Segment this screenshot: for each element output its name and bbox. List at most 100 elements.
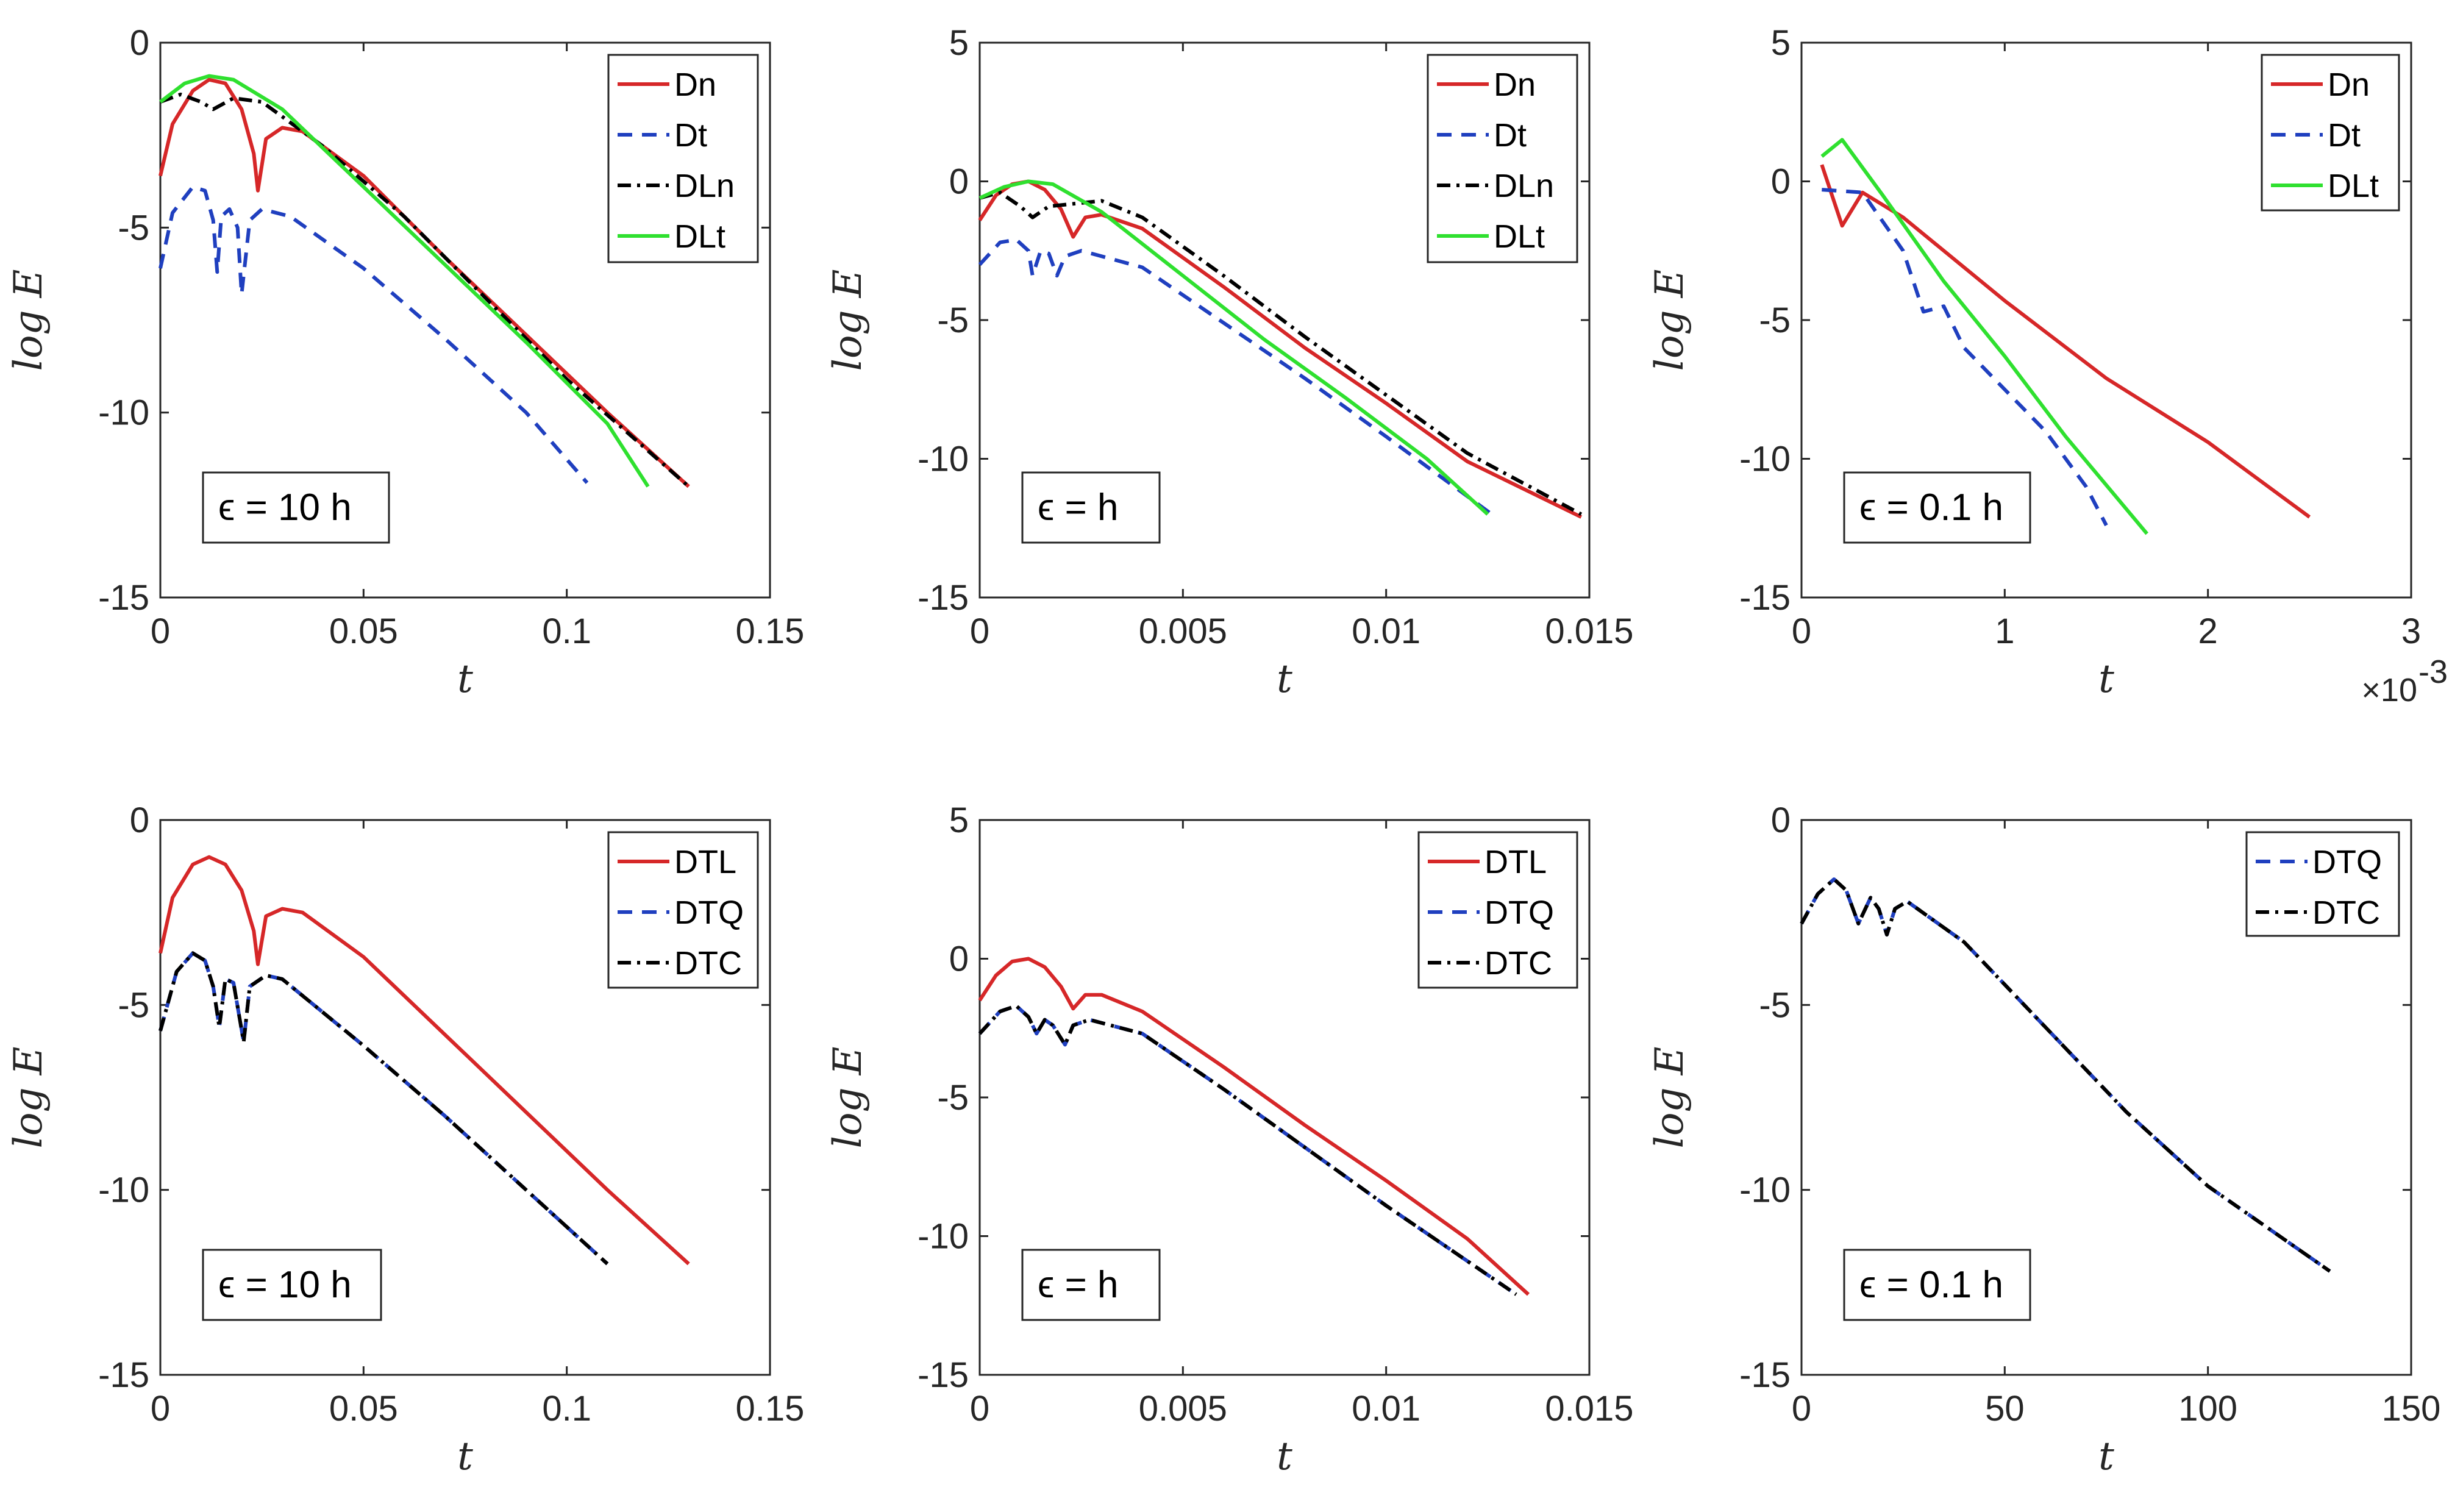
annotation-box — [202, 471, 390, 544]
legend: Dn Dt DLt — [2261, 54, 2400, 212]
epsilon-annotation: ϵ = h — [1021, 1249, 1161, 1321]
x-tick-label: 0.015 — [1545, 1389, 1633, 1428]
legend-box — [2245, 831, 2400, 937]
legend-label-dt: Dt — [674, 117, 707, 154]
chart-panel-bottom-left: 0 0.05 0.1 0.15 0 -5 -10 -15 t log E DTL DTQ DTC ϵ = … — [6, 801, 804, 1479]
x-tick-label: 0.05 — [329, 1389, 398, 1428]
series-line-dlt — [978, 179, 1489, 516]
legend: Dn Dt DLn DLt — [607, 54, 759, 263]
series-line-dlt — [1820, 138, 2148, 535]
y-axis-label: log E — [6, 1046, 51, 1148]
x-tick-label: 0.01 — [1352, 1389, 1420, 1428]
y-axis-label: log E — [825, 269, 871, 371]
x-tick-label: 0 — [970, 612, 989, 651]
y-axis-label: log E — [1647, 269, 1692, 371]
annotation-box — [202, 1249, 382, 1321]
y-tick-label: -10 — [98, 1171, 149, 1210]
legend-label-dtq: DTQ — [1484, 894, 1554, 931]
x-exponent-power: -3 — [2418, 654, 2448, 690]
epsilon-annotation: ϵ = 10 h — [202, 471, 390, 544]
epsilon-annotation: ϵ = h — [1021, 471, 1161, 544]
legend-label-dtl: DTL — [1484, 844, 1547, 880]
x-tick-label: 50 — [1985, 1389, 2025, 1428]
legend-box — [607, 831, 759, 989]
y-axis-label: log E — [1647, 1046, 1692, 1148]
y-axis-label: log E — [6, 269, 51, 371]
y-tick-label: 0 — [130, 23, 149, 63]
y-tick-label: -5 — [118, 208, 149, 248]
y-tick-label: 0 — [949, 162, 969, 202]
legend-label-dln: DLn — [674, 168, 735, 204]
x-tick-label: 1 — [1995, 612, 2014, 651]
legend-label-dtc: DTC — [2312, 894, 2380, 931]
annotation-box — [1843, 1249, 2031, 1321]
x-tick-label: 0.15 — [736, 612, 805, 651]
legend-label-dlt: DLt — [2328, 168, 2379, 204]
x-tick-label: 3 — [2401, 612, 2421, 651]
x-axis-label: t — [457, 657, 473, 702]
x-tick-label: 0.01 — [1352, 612, 1420, 651]
x-tick-label: 2 — [2198, 612, 2218, 651]
epsilon-annotation: ϵ = 0.1 h — [1843, 1249, 2031, 1321]
legend-box — [1417, 831, 1578, 989]
series-line-dtl — [159, 855, 690, 1266]
y-tick-label: -5 — [1759, 985, 1791, 1025]
legend-label-dt: Dt — [2328, 117, 2361, 154]
chart-panel-top-right: 0 1 2 3 5 0 -5 -10 -15 t log E ×10 -3 Dn Dt DLt ϵ = 0.1 … — [1647, 23, 2448, 708]
y-axis-label: log E — [825, 1046, 871, 1148]
legend-box — [1427, 54, 1578, 263]
x-tick-label: 0 — [1792, 612, 1811, 651]
x-exponent-label: ×10 — [2361, 672, 2417, 708]
legend: DTQ DTC — [2245, 831, 2400, 937]
x-axis-label: t — [1277, 1434, 1292, 1479]
x-tick-label: 0.005 — [1139, 1389, 1227, 1428]
legend-label-dtq: DTQ — [2312, 844, 2382, 880]
y-tick-label: -10 — [1739, 440, 1791, 479]
series-line-dtq — [978, 1004, 1517, 1296]
annotation-text: ϵ = h — [1038, 487, 1119, 529]
legend: DTL DTQ DTC — [607, 831, 759, 989]
chart-panel-bottom-middle: 0 0.005 0.01 0.015 5 0 -5 -10 -15 t log E DTL DTQ DTC… — [825, 801, 1634, 1479]
y-tick-label: -5 — [937, 1078, 969, 1118]
y-tick-label: -15 — [1739, 1355, 1791, 1395]
y-tick-label: -5 — [1759, 301, 1791, 340]
series-line-dln — [159, 92, 690, 488]
legend-label-dln: DLn — [1494, 168, 1554, 204]
annotation-text: ϵ = 10 h — [218, 487, 352, 529]
annotation-text: ϵ = h — [1038, 1264, 1119, 1306]
annotation-box — [1021, 471, 1161, 544]
legend-label-dn: Dn — [1494, 66, 1536, 103]
series-line-dt — [978, 238, 1493, 516]
legend-label-dlt: DLt — [1494, 218, 1545, 255]
legend-label-dtc: DTC — [674, 945, 742, 982]
legend-label-dn: Dn — [2328, 66, 2370, 103]
y-tick-label: -15 — [918, 578, 969, 618]
legend-label-dtl: DTL — [674, 844, 736, 880]
y-tick-label: 5 — [1771, 23, 1791, 63]
y-tick-label: -10 — [1739, 1171, 1791, 1210]
y-tick-label: -15 — [918, 1355, 969, 1395]
annotation-text: ϵ = 10 h — [218, 1264, 352, 1306]
x-tick-label: 0.15 — [736, 1389, 805, 1428]
annotation-box — [1021, 1249, 1161, 1321]
legend: Dn Dt DLn DLt — [1427, 54, 1578, 263]
epsilon-annotation: ϵ = 10 h — [202, 1249, 382, 1321]
legend-label-dtq: DTQ — [674, 894, 744, 931]
series-line-dtc — [1800, 877, 2331, 1273]
legend-label-dlt: DLt — [674, 218, 725, 255]
series-line-dtl — [978, 957, 1530, 1296]
x-tick-label: 0 — [970, 1389, 989, 1428]
x-tick-label: 0.005 — [1139, 612, 1227, 651]
x-tick-label: 0.015 — [1545, 612, 1633, 651]
epsilon-annotation: ϵ = 0.1 h — [1843, 471, 2031, 544]
y-tick-label: 5 — [949, 23, 969, 63]
legend: DTL DTQ DTC — [1417, 831, 1578, 989]
y-tick-label: 5 — [949, 801, 969, 840]
series-line-dt — [159, 185, 589, 484]
series-line-dn — [1820, 164, 2311, 519]
x-tick-label: 0 — [151, 612, 170, 651]
series-line-dt — [1822, 188, 2108, 527]
y-tick-label: -5 — [118, 985, 149, 1025]
annotation-text: ϵ = 0.1 h — [1859, 487, 2003, 529]
legend-box — [607, 54, 759, 263]
